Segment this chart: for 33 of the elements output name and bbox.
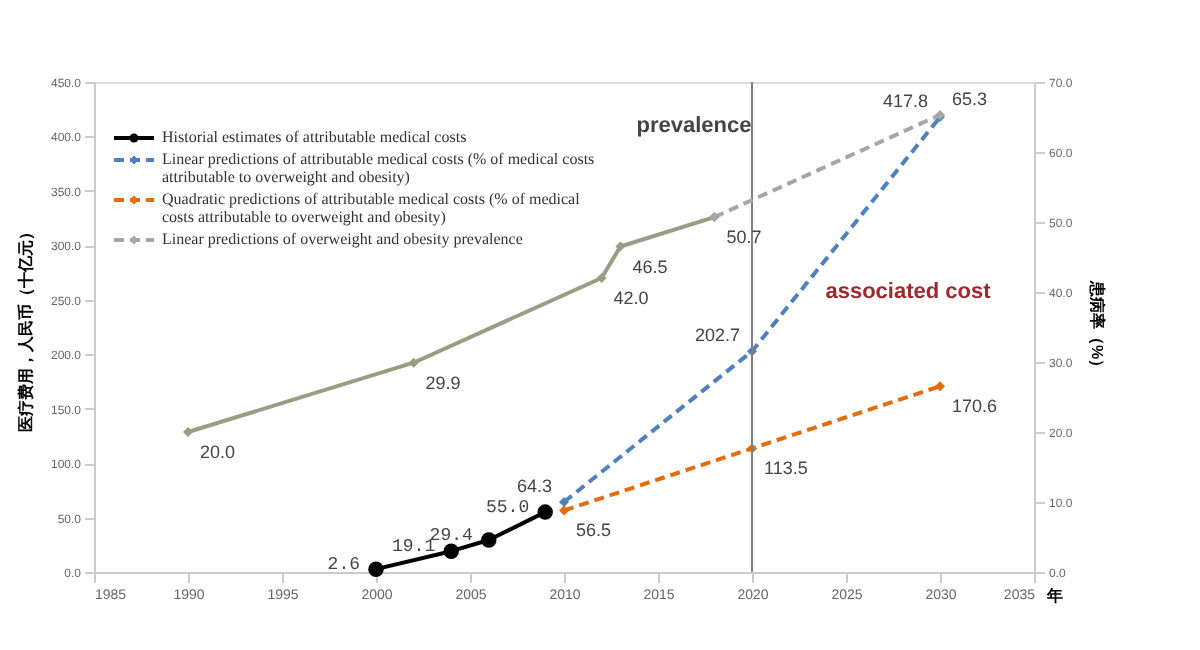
legend-label: Historial estimates of attributable medical costs <box>162 128 467 146</box>
point <box>183 427 193 437</box>
point <box>935 381 945 392</box>
data-label: 64.3 <box>516 475 552 496</box>
data-label: 29.9 <box>425 372 461 393</box>
data-label: 20.0 <box>200 442 236 462</box>
legend-label: Linear predictions of attributable medical costs (% of medical costs attributable to overweight and obesity) <box>162 150 595 186</box>
point <box>615 241 626 252</box>
legend-label: Linear predictions of overweight and obesity prevalence <box>162 230 524 248</box>
point <box>481 532 497 548</box>
point <box>559 505 569 516</box>
point <box>443 543 459 559</box>
data-label: 417.8 <box>882 91 928 112</box>
data-label: 202.7 <box>694 325 740 346</box>
point <box>559 496 569 507</box>
data-label: 56.5 <box>576 520 612 541</box>
data-label: 170.6 <box>952 396 998 417</box>
annotation: associated cost <box>825 280 992 304</box>
point <box>368 561 384 577</box>
data-label: 42.0 <box>613 288 649 308</box>
legend-label: Quadratic predictions of attributable medical costs (% of medical costs attributable to overweight and obesity) <box>162 190 582 226</box>
data-label: 55.0 <box>485 498 530 519</box>
point <box>408 357 419 368</box>
data-label: 113.5 <box>764 458 808 479</box>
point <box>596 273 607 283</box>
y2-axis-title: 患病率（%） <box>1088 278 1109 376</box>
data-label: 65.3 <box>952 88 988 109</box>
data-label: 2.6 <box>327 555 360 576</box>
y-axis-title: 医疗费用，人民币（十亿元） <box>16 224 35 432</box>
annotation: prevalence <box>636 114 752 138</box>
data-label: 46.5 <box>632 256 668 277</box>
point <box>537 504 553 520</box>
x-axis-title: 年 <box>1045 587 1063 605</box>
